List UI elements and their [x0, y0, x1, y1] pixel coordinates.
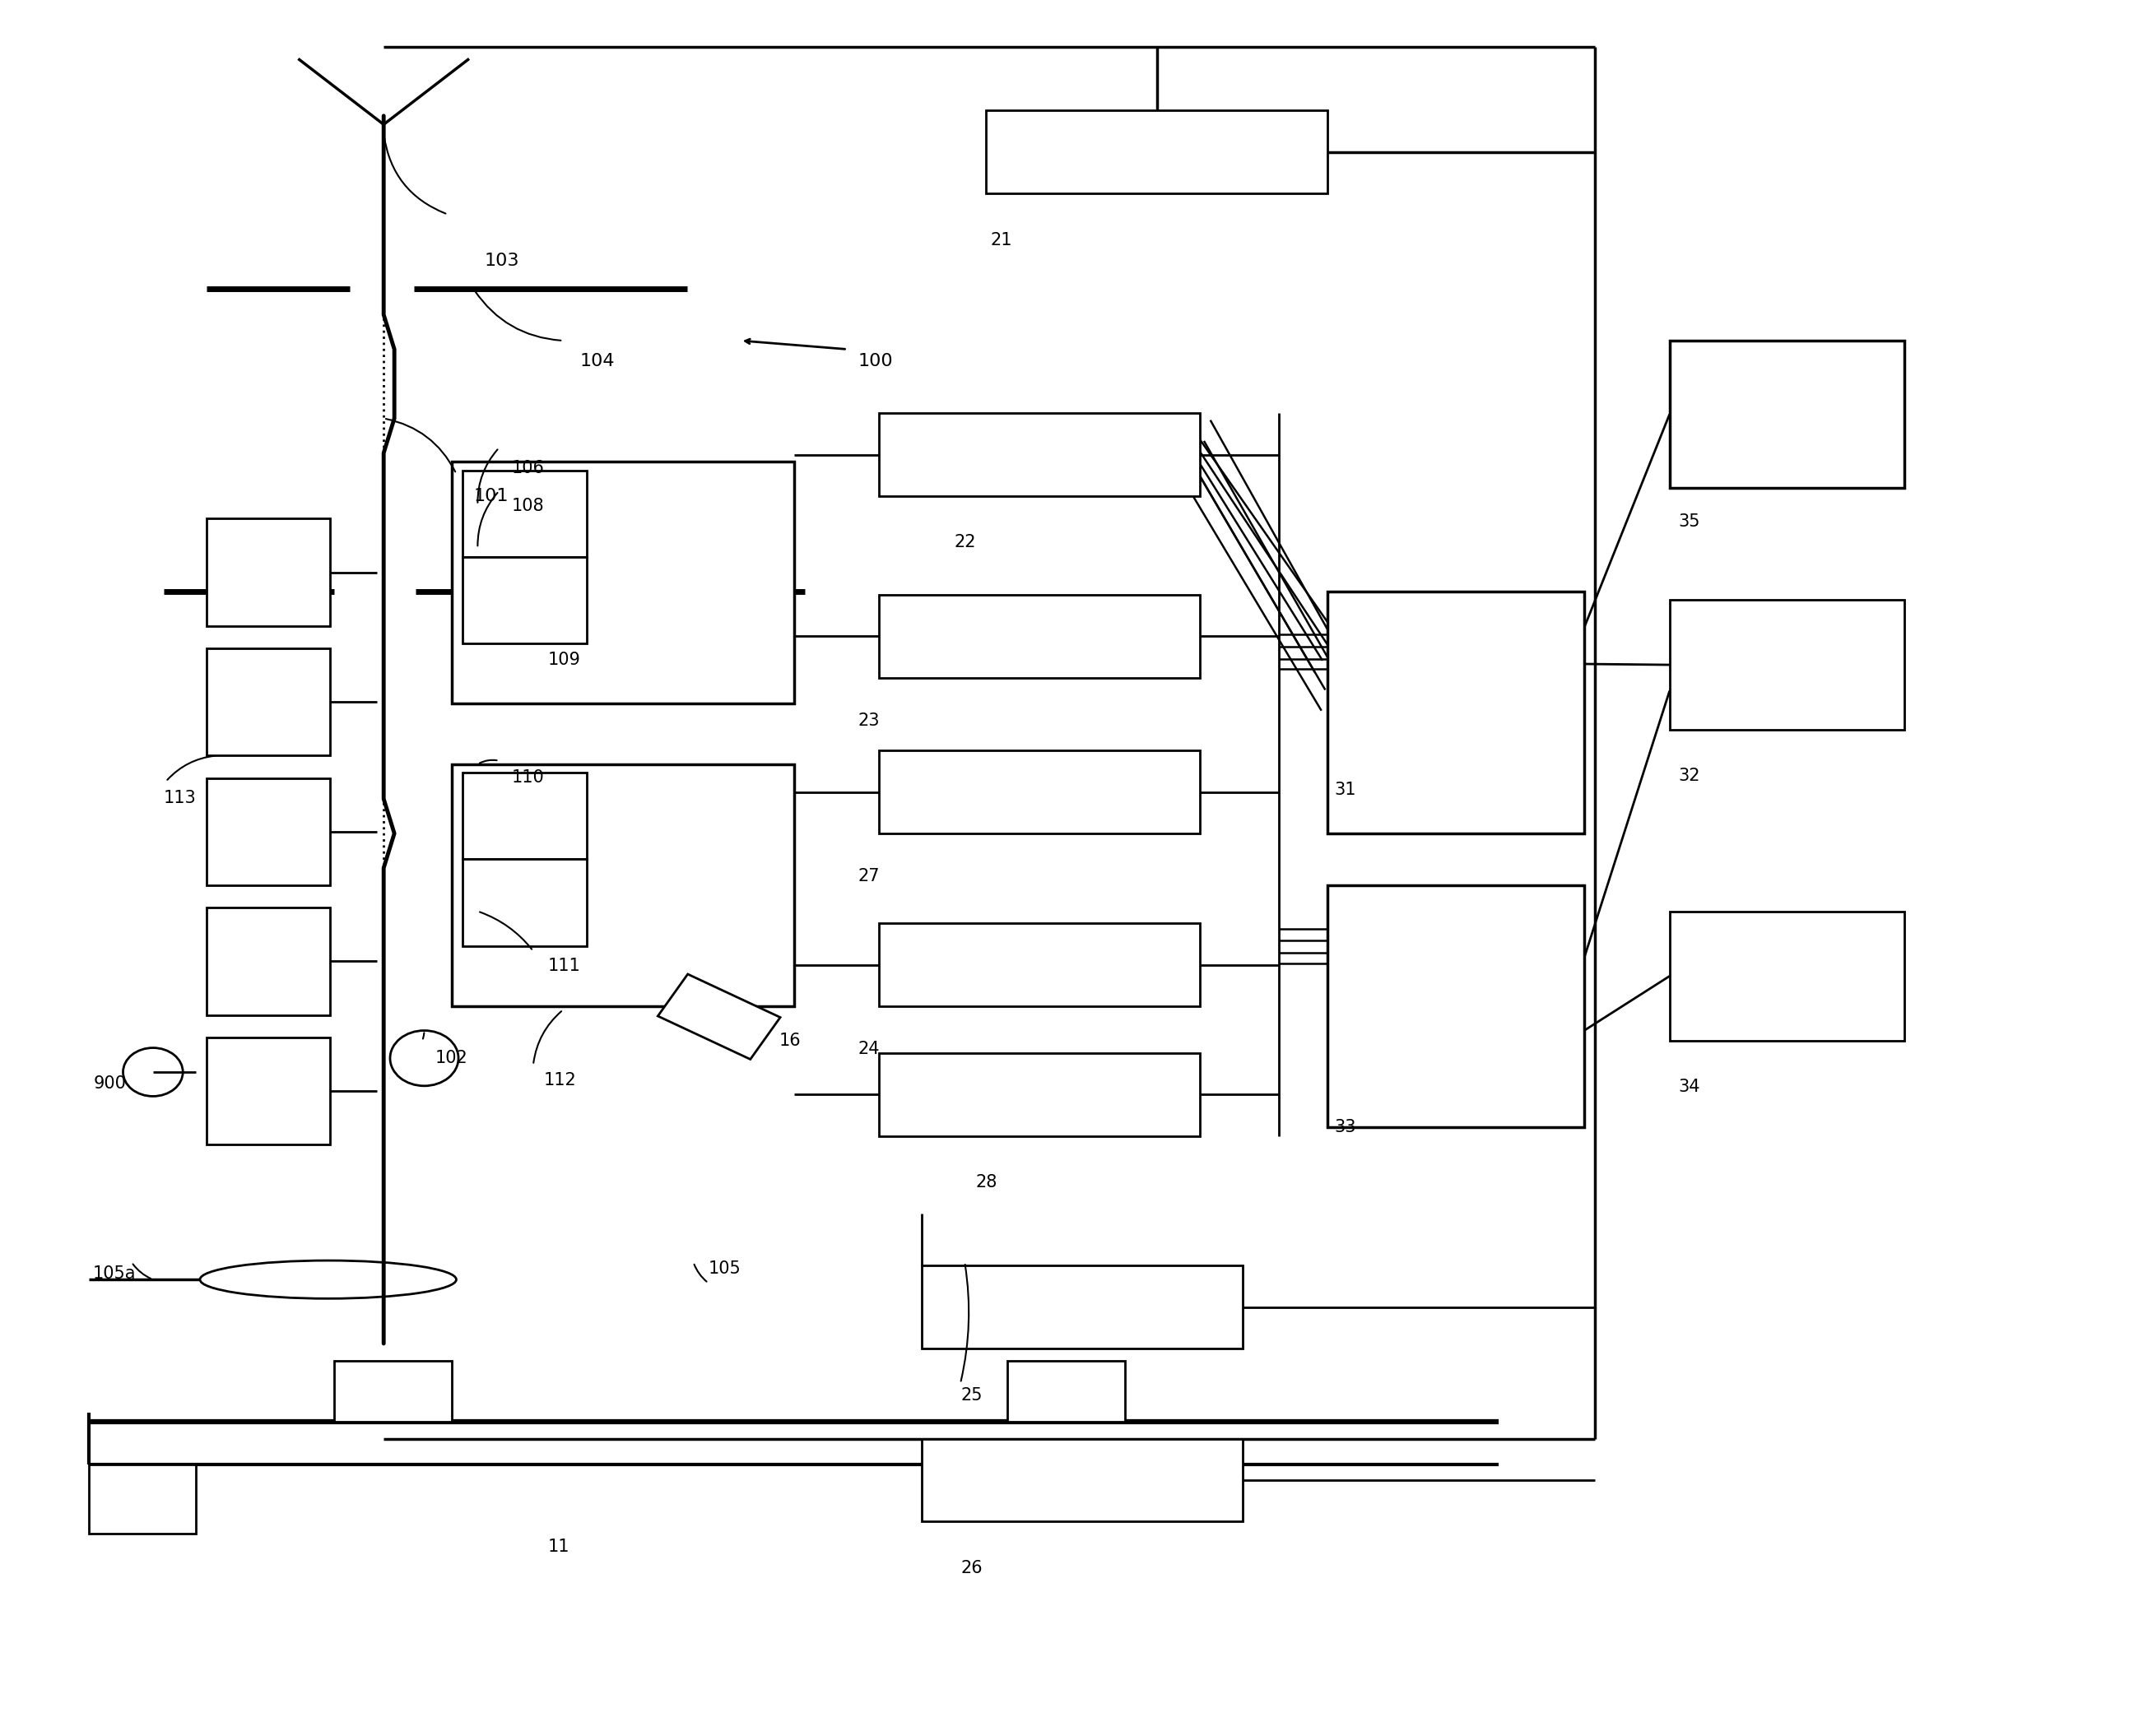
Bar	[879, 750, 1200, 833]
Text: 25: 25	[960, 1387, 981, 1403]
Text: 101: 101	[474, 488, 508, 503]
Ellipse shape	[199, 1260, 456, 1299]
Text: 105: 105	[709, 1260, 741, 1278]
Bar	[88, 1465, 195, 1533]
Bar	[1669, 340, 1905, 488]
Text: 28: 28	[975, 1174, 996, 1191]
Text: 23: 23	[857, 712, 879, 729]
Text: 103: 103	[484, 252, 519, 269]
Text: 27: 27	[857, 868, 879, 884]
Bar	[658, 974, 780, 1059]
Text: 11: 11	[549, 1538, 570, 1555]
Text: 21: 21	[990, 231, 1011, 248]
Bar	[463, 773, 587, 859]
Text: 33: 33	[1335, 1118, 1357, 1135]
Bar	[206, 778, 330, 885]
Text: 111: 111	[549, 958, 581, 974]
Bar	[463, 557, 587, 644]
Bar	[986, 111, 1329, 194]
Text: 102: 102	[435, 1050, 467, 1066]
Text: 16: 16	[778, 1033, 801, 1049]
Text: 100: 100	[857, 352, 894, 370]
Bar	[921, 1439, 1243, 1522]
Bar	[452, 764, 793, 1007]
Bar	[879, 924, 1200, 1007]
Bar	[334, 1361, 452, 1422]
Bar	[206, 908, 330, 1016]
Text: 106: 106	[512, 460, 544, 476]
Bar	[463, 859, 587, 946]
Bar	[206, 649, 330, 755]
Bar	[879, 595, 1200, 677]
Text: 113: 113	[163, 790, 197, 807]
Text: 110: 110	[512, 769, 544, 786]
Text: 108: 108	[512, 498, 544, 514]
Text: 104: 104	[581, 352, 615, 370]
Bar	[206, 519, 330, 627]
Text: 26: 26	[960, 1559, 981, 1576]
Bar	[1329, 885, 1584, 1127]
Bar	[206, 1038, 330, 1144]
Text: 34: 34	[1678, 1080, 1699, 1095]
Text: 900: 900	[92, 1076, 126, 1092]
Bar	[1669, 911, 1905, 1042]
Bar	[879, 1054, 1200, 1135]
Text: 31: 31	[1335, 781, 1357, 799]
Bar	[1007, 1361, 1125, 1422]
Text: 22: 22	[954, 535, 975, 550]
Text: 109: 109	[549, 651, 581, 668]
Text: 35: 35	[1678, 514, 1699, 529]
Bar	[921, 1266, 1243, 1349]
Text: 32: 32	[1678, 767, 1699, 785]
Text: 105a: 105a	[92, 1266, 137, 1283]
Bar	[463, 470, 587, 557]
Text: 24: 24	[857, 1042, 879, 1057]
Bar	[1669, 601, 1905, 729]
Bar	[452, 462, 793, 703]
Text: 112: 112	[544, 1073, 576, 1088]
Bar	[1329, 592, 1584, 833]
Bar	[879, 413, 1200, 496]
